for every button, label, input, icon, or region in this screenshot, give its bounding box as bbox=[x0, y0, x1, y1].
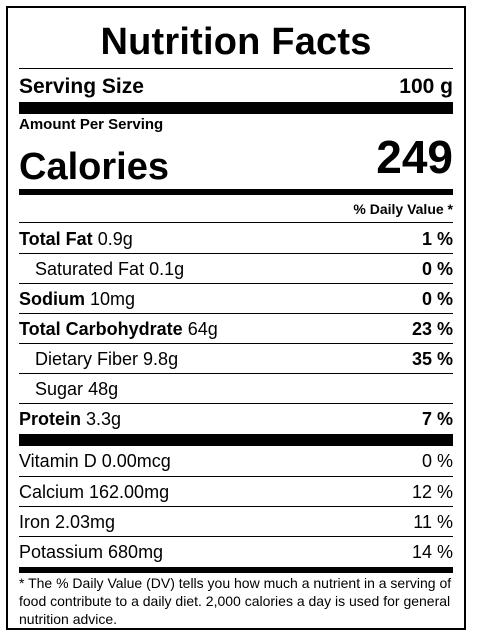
divider bbox=[19, 476, 453, 477]
divider bbox=[19, 403, 453, 404]
divider bbox=[19, 536, 453, 537]
vitamin-text: Potassium 680mg bbox=[19, 541, 164, 562]
divider bbox=[19, 253, 453, 254]
nutrient-amount: 3.3g bbox=[86, 408, 122, 429]
nutrient-dv: 1 % bbox=[421, 228, 453, 249]
nutrient-amount: 10mg bbox=[90, 288, 136, 309]
medium-divider bbox=[19, 189, 453, 195]
nutrient-row-sugar: Sugar 48g bbox=[19, 374, 453, 404]
nutrient-row-protein: Protein 3.3g 7 % bbox=[19, 404, 453, 434]
vitamin-row-potassium: Potassium 680mg 14 % bbox=[19, 537, 453, 567]
vitamin-dv: 14 % bbox=[411, 541, 453, 562]
nutrition-label: Nutrition Facts Serving Size 100 g Amoun… bbox=[6, 6, 466, 630]
divider bbox=[19, 283, 453, 284]
nutrient-name: Sugar bbox=[35, 378, 84, 399]
nutrient-dv: 7 % bbox=[421, 408, 453, 429]
daily-value-header: % Daily Value * bbox=[353, 201, 453, 217]
divider bbox=[19, 68, 453, 69]
divider bbox=[19, 506, 453, 507]
divider bbox=[19, 373, 453, 374]
nutrient-row-dietary-fiber: Dietary Fiber 9.8g 35 % bbox=[19, 344, 453, 374]
nutrient-row-total-fat: Total Fat 0.9g 1 % bbox=[19, 224, 453, 254]
thick-divider bbox=[19, 102, 453, 114]
nutrient-row-sodium: Sodium 10mg 0 % bbox=[19, 284, 453, 314]
nutrient-dv: 23 % bbox=[411, 318, 453, 339]
nutrient-name: Dietary Fiber bbox=[35, 348, 139, 369]
vitamin-row-vitamin-d: Vitamin D 0.00mcg 0 % bbox=[19, 446, 453, 476]
vitamin-dv: 0 % bbox=[421, 450, 453, 471]
nutrient-name: Sodium bbox=[19, 288, 85, 309]
calories-value: 249 bbox=[376, 131, 453, 183]
serving-size-value: 100 g bbox=[399, 75, 453, 98]
nutrient-row-saturated-fat: Saturated Fat 0.1g 0 % bbox=[19, 254, 453, 284]
divider bbox=[19, 222, 453, 223]
nutrient-name: Total Fat bbox=[19, 228, 93, 249]
divider bbox=[19, 313, 453, 314]
vitamin-text: Iron 2.03mg bbox=[19, 511, 116, 532]
nutrient-name: Saturated Fat bbox=[35, 258, 145, 279]
vitamin-dv: 11 % bbox=[413, 511, 453, 532]
calories-label: Calories bbox=[19, 146, 169, 188]
amount-per-serving: Amount Per Serving bbox=[19, 116, 164, 133]
nutrient-amount: 9.8g bbox=[143, 348, 179, 369]
footnote: * The % Daily Value (DV) tells you how m… bbox=[19, 575, 452, 627]
serving-size-label: Serving Size bbox=[19, 75, 144, 98]
nutrient-amount: 64g bbox=[187, 318, 218, 339]
nutrient-dv: 0 % bbox=[421, 258, 453, 279]
label-title: Nutrition Facts bbox=[100, 21, 372, 63]
divider bbox=[19, 343, 453, 344]
nutrient-amount: 0.1g bbox=[149, 258, 185, 279]
nutrient-name: Total Carbohydrate bbox=[19, 318, 183, 339]
vitamin-text: Calcium 162.00mg bbox=[19, 481, 170, 502]
medium-divider bbox=[19, 567, 453, 573]
vitamin-row-iron: Iron 2.03mg 11 % bbox=[19, 507, 453, 537]
nutrient-dv: 0 % bbox=[421, 288, 453, 309]
serving-size-row: Serving Size 100 g bbox=[19, 72, 453, 102]
vitamin-text: Vitamin D 0.00mcg bbox=[19, 450, 171, 471]
nutrient-dv: 35 % bbox=[411, 348, 453, 369]
nutrient-row-total-carbohydrate: Total Carbohydrate 64g 23 % bbox=[19, 314, 453, 344]
nutrient-name: Protein bbox=[19, 408, 82, 429]
nutrient-amount: 0.9g bbox=[97, 228, 133, 249]
nutrient-amount: 48g bbox=[88, 378, 119, 399]
amount-per-serving-row: Amount Per Serving bbox=[19, 116, 453, 133]
vitamin-dv: 12 % bbox=[411, 481, 453, 502]
vitamin-row-calcium: Calcium 162.00mg 12 % bbox=[19, 477, 453, 507]
thick-divider bbox=[19, 434, 453, 446]
